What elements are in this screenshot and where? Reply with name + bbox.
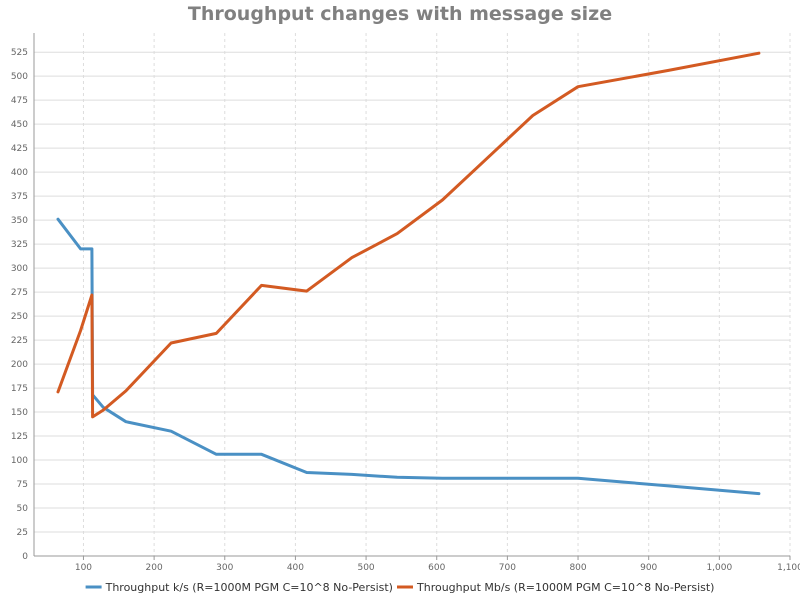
x-tick-label: 400 <box>287 563 304 573</box>
y-tick-label: 275 <box>11 288 28 298</box>
x-tick-label: 1,100 <box>777 563 800 573</box>
legend-label: Throughput Mb/s (R=1000M PGM C=10^8 No-P… <box>416 581 714 594</box>
x-tick-label: 100 <box>75 563 92 573</box>
y-tick-label: 425 <box>11 144 28 154</box>
y-tick-label: 25 <box>17 528 28 538</box>
legend-label: Throughput k/s (R=1000M PGM C=10^8 No-Pe… <box>105 581 393 594</box>
series-line-2 <box>56 51 761 419</box>
y-tick-label: 450 <box>11 120 28 130</box>
series-lines <box>56 51 761 496</box>
y-tick-label: 375 <box>11 192 28 202</box>
y-tick-label: 125 <box>11 432 28 442</box>
x-tick-label: 800 <box>569 563 586 573</box>
y-tick-label: 200 <box>11 360 28 370</box>
x-tick-label: 200 <box>146 563 163 573</box>
grid <box>34 33 791 556</box>
x-tick-label: 300 <box>216 563 233 573</box>
legend[interactable]: Throughput k/s (R=1000M PGM C=10^8 No-Pe… <box>85 581 715 594</box>
y-tick-label: 75 <box>17 480 28 490</box>
y-tick-label: 0 <box>22 552 28 562</box>
legend-item-2[interactable]: Throughput Mb/s (R=1000M PGM C=10^8 No-P… <box>397 581 714 594</box>
x-tick-label: 900 <box>640 563 657 573</box>
y-tick-label: 150 <box>11 408 28 418</box>
y-tick-label: 350 <box>11 216 28 226</box>
x-tick-label: 1,000 <box>706 563 732 573</box>
axes: 0 25 50 75 100 125 150 175 200 225 250 275 300 325 350… <box>11 33 800 573</box>
y-tick-label: 475 <box>11 96 28 106</box>
y-tick-label: 225 <box>11 336 28 346</box>
y-tick-label: 400 <box>11 168 28 178</box>
y-tick-label: 525 <box>11 48 28 58</box>
y-tick-label: 300 <box>11 264 28 274</box>
y-tick-label: 100 <box>11 456 28 466</box>
legend-item-1[interactable]: Throughput k/s (R=1000M PGM C=10^8 No-Pe… <box>85 581 393 594</box>
x-tick-label: 600 <box>428 563 445 573</box>
y-tick-label: 250 <box>11 312 28 322</box>
series-line-1 <box>56 217 761 496</box>
x-tick-label: 500 <box>357 563 374 573</box>
x-tick-label: 700 <box>499 563 516 573</box>
y-tick-label: 325 <box>11 240 28 250</box>
y-tick-label: 500 <box>11 72 28 82</box>
y-tick-label: 50 <box>17 504 29 514</box>
y-tick-label: 175 <box>11 384 28 394</box>
chart-title: Throughput changes with message size <box>188 3 612 25</box>
